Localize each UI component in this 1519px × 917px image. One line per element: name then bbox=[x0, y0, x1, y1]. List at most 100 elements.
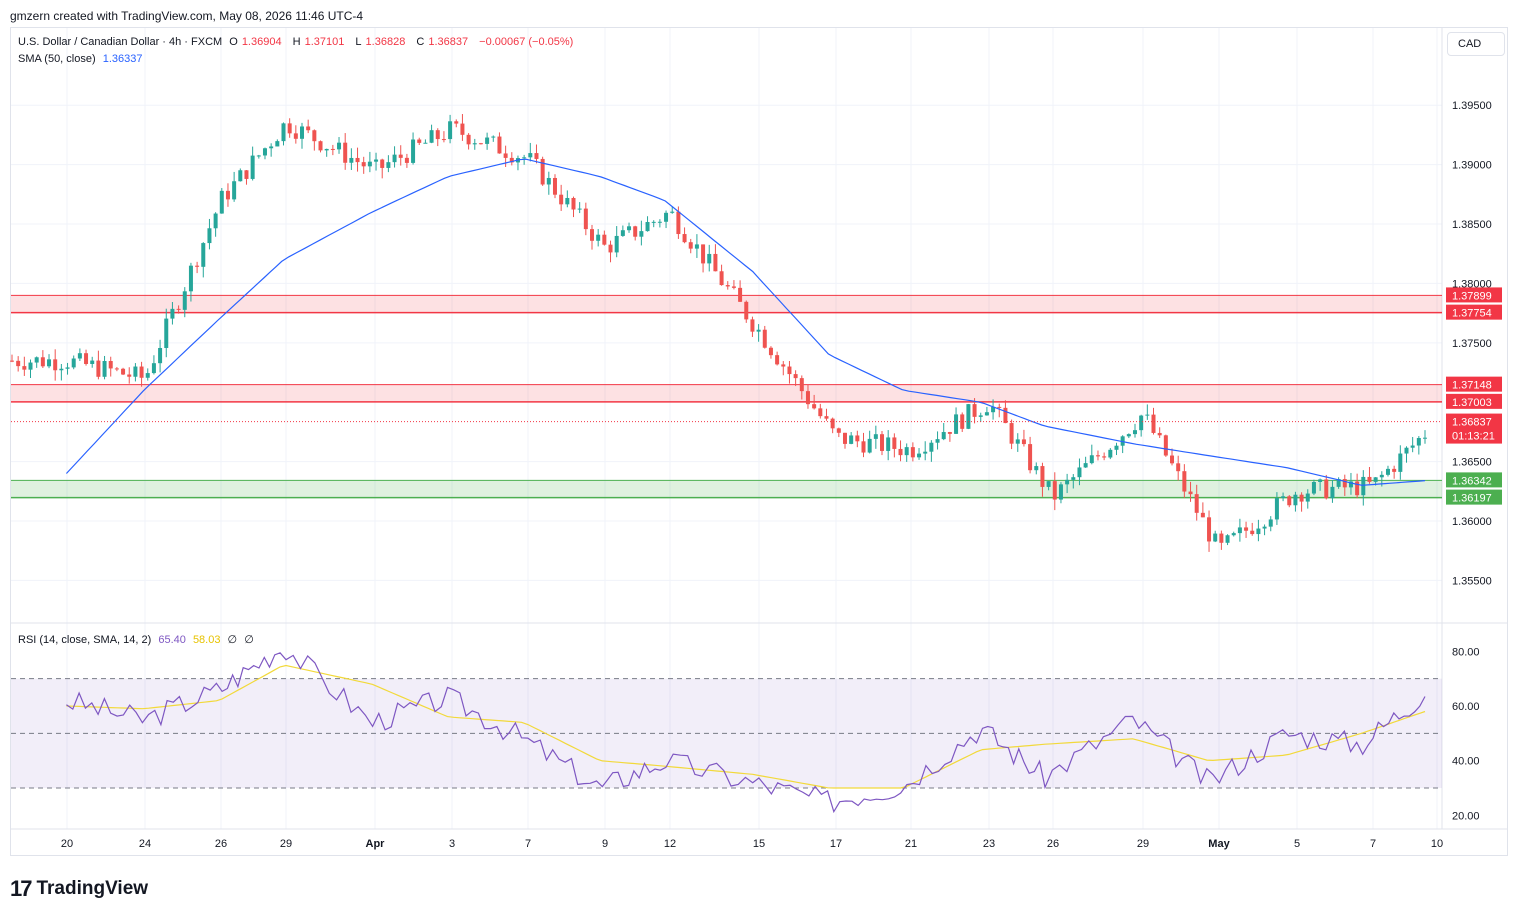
candle-body bbox=[503, 153, 508, 158]
candle-body bbox=[1188, 491, 1193, 495]
brand-name: TradingView bbox=[36, 878, 149, 899]
candle-body bbox=[855, 435, 860, 442]
candle-body bbox=[1355, 481, 1360, 496]
candle-body bbox=[954, 414, 959, 434]
candle-body bbox=[1095, 455, 1100, 457]
candle-body bbox=[1065, 479, 1070, 485]
candle-body bbox=[306, 126, 311, 131]
candle-body bbox=[1256, 528, 1261, 535]
candle-body bbox=[750, 319, 755, 332]
countdown-label: 01:13:21 bbox=[1452, 431, 1495, 443]
price-tick-label: 1.39500 bbox=[1452, 100, 1492, 112]
candle-body bbox=[225, 190, 230, 200]
candle-body bbox=[731, 286, 736, 288]
candle-body bbox=[633, 226, 638, 237]
candle-body bbox=[991, 406, 996, 413]
candle-body bbox=[756, 329, 761, 332]
sma-line bbox=[65, 158, 1426, 486]
candle-body bbox=[1132, 430, 1137, 435]
candle-body bbox=[491, 136, 496, 138]
candle-body bbox=[1046, 481, 1051, 487]
candle-body bbox=[1200, 512, 1205, 518]
candle-body bbox=[1231, 533, 1236, 536]
time-tick-label: 3 bbox=[449, 838, 455, 850]
candle-body bbox=[910, 447, 915, 458]
rsi-legend[interactable]: RSI (14, close, SMA, 14, 2) 65.40 58.03 … bbox=[18, 633, 258, 646]
time-tick-label: 15 bbox=[753, 838, 765, 850]
candle-body bbox=[812, 404, 817, 409]
candle-body bbox=[182, 291, 187, 310]
candle-body bbox=[90, 360, 95, 364]
candle-body bbox=[787, 366, 792, 375]
tradingview-logo[interactable]: 17 TradingView bbox=[10, 876, 148, 902]
symbol-legend: U.S. Dollar / Canadian Dollar · 4h · FXC… bbox=[18, 36, 577, 48]
candle-body bbox=[836, 428, 841, 433]
candle-body bbox=[250, 155, 255, 179]
candle-body bbox=[139, 366, 144, 378]
candle-body bbox=[201, 243, 206, 267]
rsi-ma-value: 58.03 bbox=[192, 634, 221, 646]
candle-body bbox=[509, 157, 514, 163]
candle-body bbox=[1058, 484, 1063, 500]
candle-body bbox=[559, 194, 564, 205]
candle-body bbox=[256, 155, 261, 157]
candle-body bbox=[1398, 453, 1403, 472]
candle-body bbox=[96, 360, 101, 377]
candle-body bbox=[1287, 496, 1292, 506]
candle-body bbox=[966, 404, 971, 429]
candle-body bbox=[620, 230, 625, 236]
sma-legend[interactable]: SMA (50, close) 1.36337 bbox=[18, 53, 146, 65]
time-tick-label: 10 bbox=[1431, 838, 1443, 850]
candle-body bbox=[195, 265, 200, 267]
candle-body bbox=[1071, 477, 1076, 480]
candle-body bbox=[1126, 434, 1131, 437]
rsi-tick-label: 40.00 bbox=[1452, 756, 1480, 768]
candle-body bbox=[590, 229, 595, 241]
rsi-ma-line bbox=[66, 664, 1426, 789]
candle-body bbox=[145, 373, 150, 378]
candle-body bbox=[583, 208, 588, 230]
candle-body bbox=[818, 408, 823, 417]
candle-body bbox=[1274, 498, 1279, 520]
time-tick-label: 5 bbox=[1294, 838, 1300, 850]
zone-price-tag bbox=[1446, 393, 1502, 409]
candle-body bbox=[1213, 533, 1218, 542]
candle-body bbox=[1299, 494, 1304, 502]
candle-body bbox=[1225, 535, 1230, 543]
zone-price-tag bbox=[1446, 376, 1502, 392]
candle-body bbox=[842, 432, 847, 444]
candle-body bbox=[929, 442, 934, 452]
candle-body bbox=[775, 355, 780, 365]
candle-body bbox=[1385, 468, 1390, 475]
chart-credit: gmzern created with TradingView.com, May… bbox=[10, 9, 364, 23]
candle-body bbox=[213, 213, 218, 229]
candle-body bbox=[275, 141, 280, 147]
time-tick-label: 7 bbox=[1370, 838, 1376, 850]
candle-body bbox=[1182, 471, 1187, 492]
candle-body bbox=[1311, 481, 1316, 494]
candle-body bbox=[984, 412, 989, 416]
currency-selector[interactable]: CAD bbox=[1447, 32, 1505, 56]
rsi-value: 65.40 bbox=[158, 634, 186, 646]
candle-body bbox=[238, 170, 243, 182]
candle-body bbox=[281, 123, 286, 142]
candle-body bbox=[1336, 479, 1341, 487]
symbol-title[interactable]: U.S. Dollar / Canadian Dollar · 4h · FXC… bbox=[18, 36, 223, 48]
candle-body bbox=[627, 226, 632, 231]
candle-body bbox=[762, 329, 767, 348]
candle-body bbox=[898, 448, 903, 456]
candle-body bbox=[892, 437, 897, 449]
candle-body bbox=[670, 211, 675, 213]
candle-body bbox=[1373, 477, 1378, 482]
price-tick-label: 1.37500 bbox=[1452, 338, 1492, 350]
candle-body bbox=[1108, 449, 1113, 458]
candle-body bbox=[651, 221, 656, 223]
candle-body bbox=[337, 142, 342, 150]
rsi-tick-label: 60.00 bbox=[1452, 701, 1480, 713]
time-tick-label: May bbox=[1208, 838, 1230, 850]
candle-body bbox=[65, 367, 70, 369]
candle-body bbox=[608, 244, 613, 253]
time-tick-label: 12 bbox=[664, 838, 676, 850]
candle-body bbox=[1040, 466, 1045, 487]
